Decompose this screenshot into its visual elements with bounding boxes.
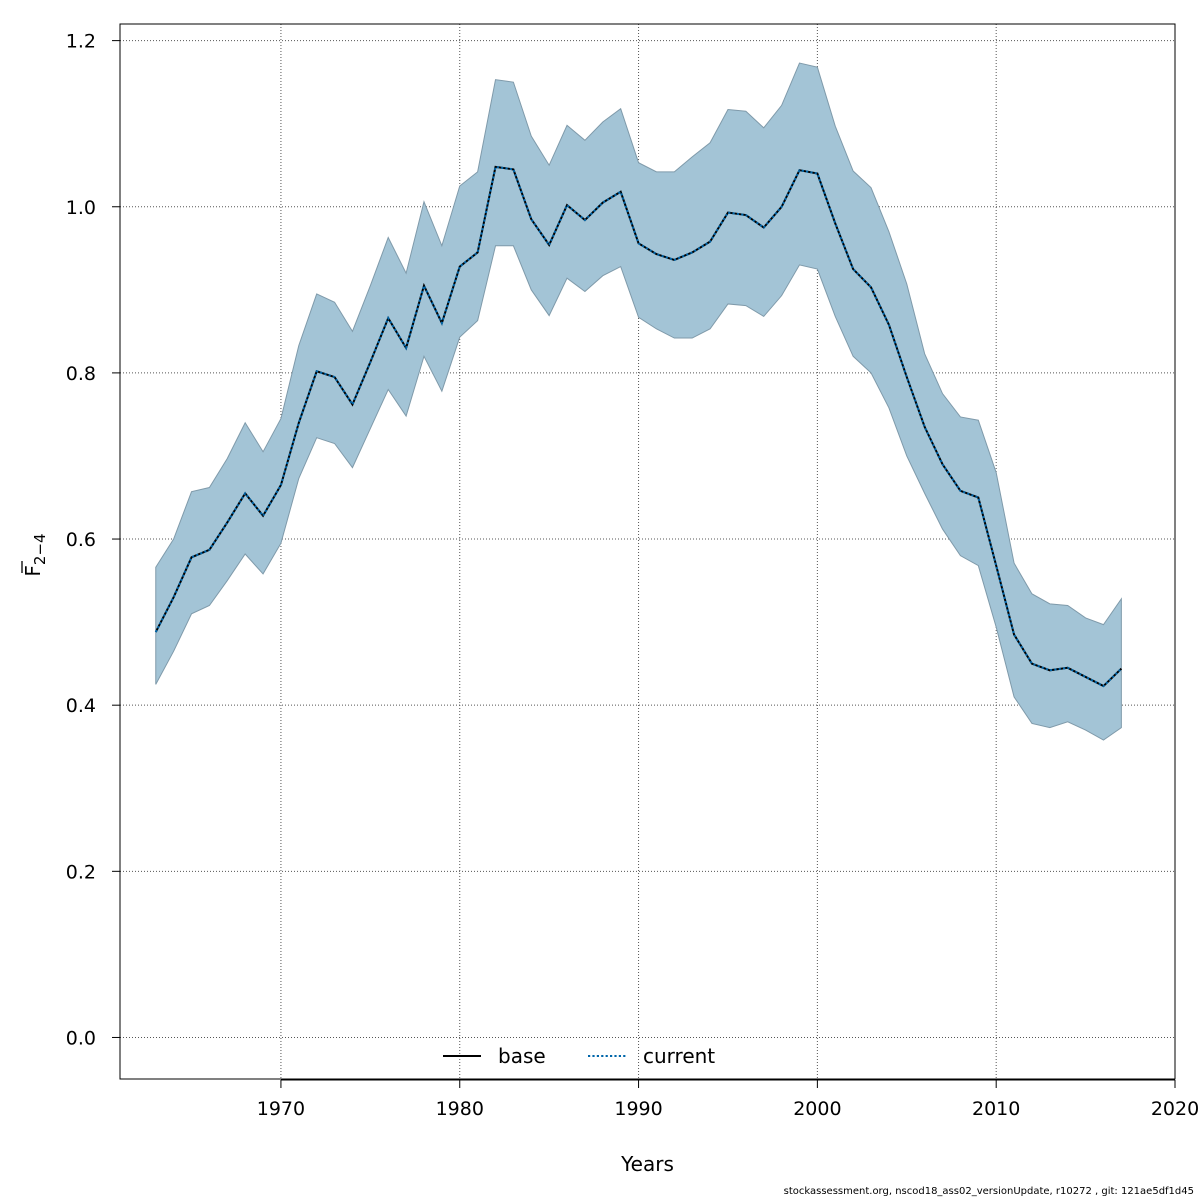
legend-label-current: current — [643, 1044, 715, 1068]
legend: base current — [443, 1044, 715, 1068]
legend-label-base: base — [498, 1044, 546, 1068]
x-tick-label: 2020 — [1151, 1098, 1199, 1120]
y-axis-title-subscript: 2−4 — [31, 533, 49, 565]
y-tick-label: 0.6 — [66, 529, 96, 551]
x-tick-label: 1990 — [614, 1098, 662, 1120]
series-line-current — [154, 165, 1123, 688]
series-lines-layer — [154, 165, 1123, 688]
y-axis-title-main: F — [21, 565, 45, 577]
confidence-band — [155, 62, 1122, 741]
x-tick-label: 2010 — [972, 1098, 1020, 1120]
y-tick-label: 0.0 — [66, 1027, 96, 1049]
x-axis-title: Years — [620, 1152, 674, 1176]
x-tick-label: 1980 — [436, 1098, 484, 1120]
y-tick-label: 0.2 — [66, 861, 96, 883]
y-tick-label: 0.8 — [66, 363, 96, 385]
x-tick-label: 2000 — [793, 1098, 841, 1120]
y-axis: 0.0 0.2 0.4 0.6 0.8 1.0 1.2 — [66, 31, 121, 1049]
x-axis: 1970 1980 1990 2000 2010 2020 — [257, 1079, 1199, 1120]
y-tick-label: 1.0 — [66, 197, 96, 219]
footer-credit: stockassessment.org, nscod18_ass02_versi… — [783, 1186, 1194, 1197]
y-tick-label: 1.2 — [66, 31, 96, 53]
y-axis-title: F2−4 — [21, 533, 49, 576]
confidence-band-layer — [155, 62, 1122, 741]
y-tick-label: 0.4 — [66, 695, 96, 717]
x-tick-label: 1970 — [257, 1098, 305, 1120]
